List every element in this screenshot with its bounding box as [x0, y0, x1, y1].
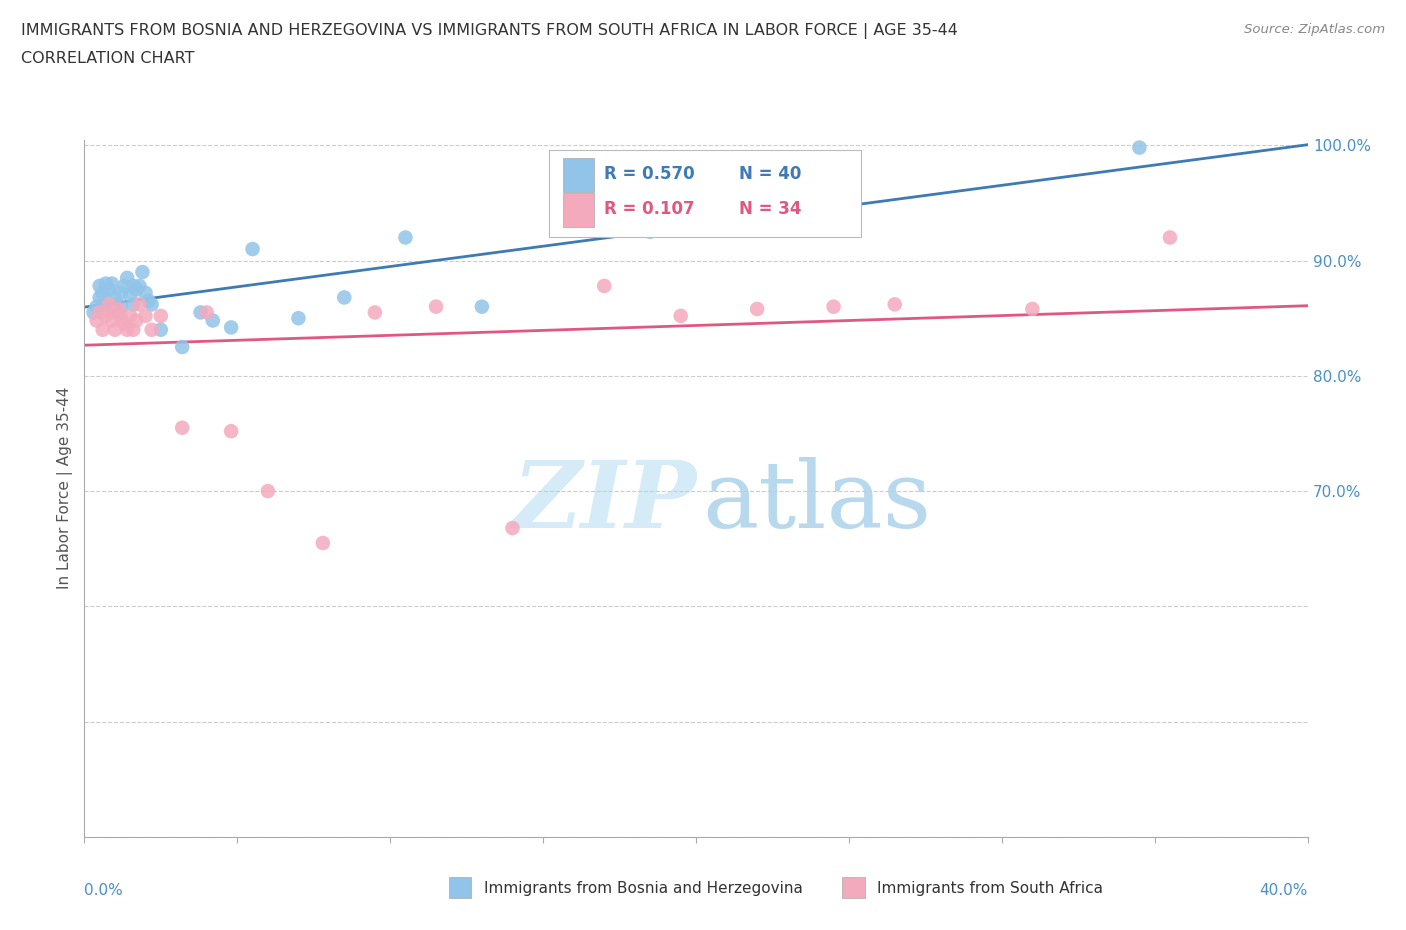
Point	[172, 339, 194, 354]
Point	[104, 323, 127, 338]
Point	[120, 287, 142, 302]
Point	[562, 207, 585, 222]
Point	[364, 305, 387, 320]
Point	[122, 278, 145, 293]
Text: Immigrants from Bosnia and Herzegovina: Immigrants from Bosnia and Herzegovina	[484, 881, 803, 896]
Text: ZIP: ZIP	[512, 458, 696, 547]
Point	[128, 297, 150, 312]
Point	[138, 294, 160, 309]
Point	[97, 305, 120, 320]
Point	[149, 323, 172, 338]
Text: IMMIGRANTS FROM BOSNIA AND HERZEGOVINA VS IMMIGRANTS FROM SOUTH AFRICA IN LABOR : IMMIGRANTS FROM BOSNIA AND HERZEGOVINA V…	[21, 23, 957, 39]
Point	[638, 224, 661, 239]
Point	[394, 230, 416, 245]
FancyBboxPatch shape	[550, 150, 860, 237]
Point	[91, 297, 114, 312]
FancyBboxPatch shape	[562, 193, 595, 227]
Point	[107, 301, 129, 316]
Point	[115, 271, 138, 286]
Point	[125, 282, 148, 297]
Point	[89, 305, 111, 320]
Point	[287, 311, 309, 325]
Point	[135, 286, 157, 300]
Point	[471, 299, 494, 314]
Point	[91, 323, 114, 338]
Point	[190, 305, 212, 320]
Point	[101, 276, 124, 291]
Text: R = 0.570: R = 0.570	[605, 166, 695, 183]
Text: CORRELATION CHART: CORRELATION CHART	[21, 51, 194, 66]
Point	[101, 297, 124, 312]
Point	[172, 420, 194, 435]
Point	[242, 242, 264, 257]
Point	[312, 536, 335, 551]
Point	[141, 323, 163, 338]
Y-axis label: In Labor Force | Age 35-44: In Labor Force | Age 35-44	[58, 387, 73, 590]
Point	[128, 278, 150, 293]
Text: Source: ZipAtlas.com: Source: ZipAtlas.com	[1244, 23, 1385, 36]
Text: R = 0.107: R = 0.107	[605, 200, 695, 219]
Point	[219, 424, 242, 439]
Point	[112, 316, 135, 331]
Point	[149, 309, 172, 324]
Point	[823, 299, 845, 314]
Point	[86, 299, 108, 314]
Point	[141, 297, 163, 312]
Point	[135, 309, 157, 324]
Point	[747, 301, 769, 316]
Point	[195, 305, 218, 320]
Point	[593, 278, 616, 293]
Point	[1159, 230, 1181, 245]
Point	[1021, 301, 1043, 316]
Point	[97, 282, 120, 297]
Point	[115, 323, 138, 338]
Point	[883, 297, 905, 312]
Point	[104, 305, 127, 320]
Point	[104, 290, 127, 305]
Point	[1128, 140, 1150, 155]
Point	[731, 213, 754, 228]
Point	[94, 309, 117, 324]
Text: Immigrants from South Africa: Immigrants from South Africa	[877, 881, 1104, 896]
Point	[97, 297, 120, 312]
Point	[131, 265, 153, 280]
Point	[219, 320, 242, 335]
Text: 40.0%: 40.0%	[1260, 884, 1308, 898]
Point	[333, 290, 356, 305]
Point	[257, 484, 280, 498]
Point	[110, 299, 132, 314]
Point	[112, 278, 135, 293]
Point	[122, 323, 145, 338]
Point	[86, 313, 108, 328]
Point	[502, 521, 524, 536]
Point	[201, 313, 224, 328]
Point	[94, 276, 117, 291]
Text: N = 40: N = 40	[738, 166, 801, 183]
Text: atlas: atlas	[702, 458, 931, 547]
Point	[669, 309, 692, 324]
Point	[120, 309, 142, 324]
Point	[425, 299, 447, 314]
Point	[83, 305, 105, 320]
Point	[101, 313, 124, 328]
Text: 0.0%: 0.0%	[84, 884, 124, 898]
Point	[110, 311, 132, 325]
Text: N = 34: N = 34	[738, 200, 801, 219]
Point	[91, 286, 114, 300]
Point	[122, 297, 145, 312]
Point	[107, 305, 129, 320]
FancyBboxPatch shape	[562, 157, 595, 192]
Point	[110, 286, 132, 300]
Point	[89, 278, 111, 293]
Point	[89, 290, 111, 305]
Point	[125, 313, 148, 328]
